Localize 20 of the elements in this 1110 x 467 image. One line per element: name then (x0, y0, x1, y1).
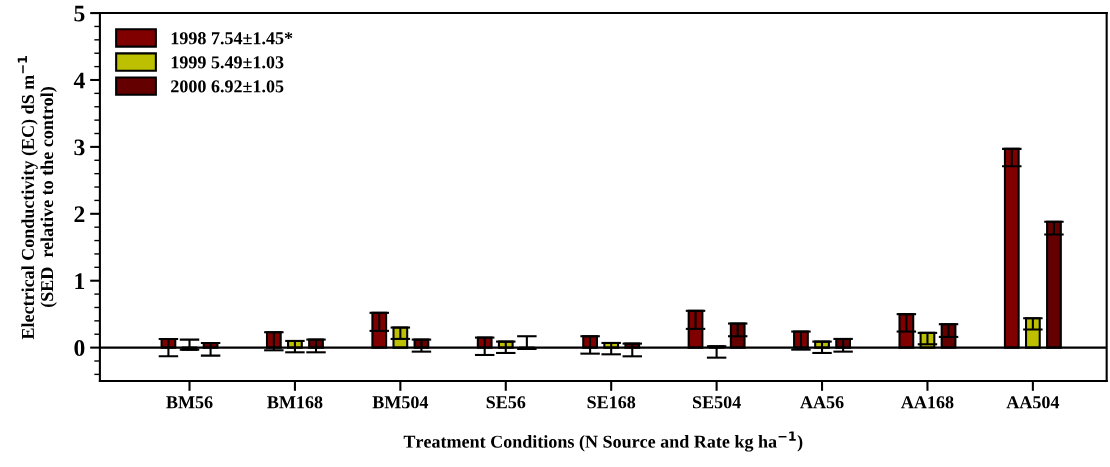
legend-label: 2000 6.92±1.05 (171, 80, 284, 93)
y-tick-label: 3 (74, 139, 85, 156)
x-tick-label: SE56 (486, 396, 526, 409)
y-tick-label: 5 (74, 5, 85, 22)
x-tick-label: BM168 (267, 396, 323, 409)
text: Electrical Conductivity (EC) dS m$^{−1}$ (SED relative to the control) (17, 56, 57, 340)
legend-label: 1999 5.49±1.03 (171, 56, 284, 69)
x-tick-label: SE168 (587, 396, 636, 409)
x-tick-label: AA168 (901, 396, 954, 409)
x-tick-label: BM504 (372, 396, 429, 409)
y-tick-label: 2 (74, 206, 85, 222)
x-tick-label: BM56 (166, 396, 213, 409)
x-tick-label: AA504 (1006, 396, 1060, 409)
x-axis-title: Treatment Conditions (N Source and Rate kg ha$^{−1}$) (403, 431, 803, 452)
x-tick-label: AA56 (800, 396, 844, 409)
x-tick-label: SE504 (692, 396, 741, 409)
legend-label: 1998 7.54±1.45* (171, 32, 293, 45)
y-tick-label: 4 (73, 72, 85, 89)
y-tick-label: 0 (74, 340, 85, 357)
y-tick-label: 1 (75, 273, 85, 289)
